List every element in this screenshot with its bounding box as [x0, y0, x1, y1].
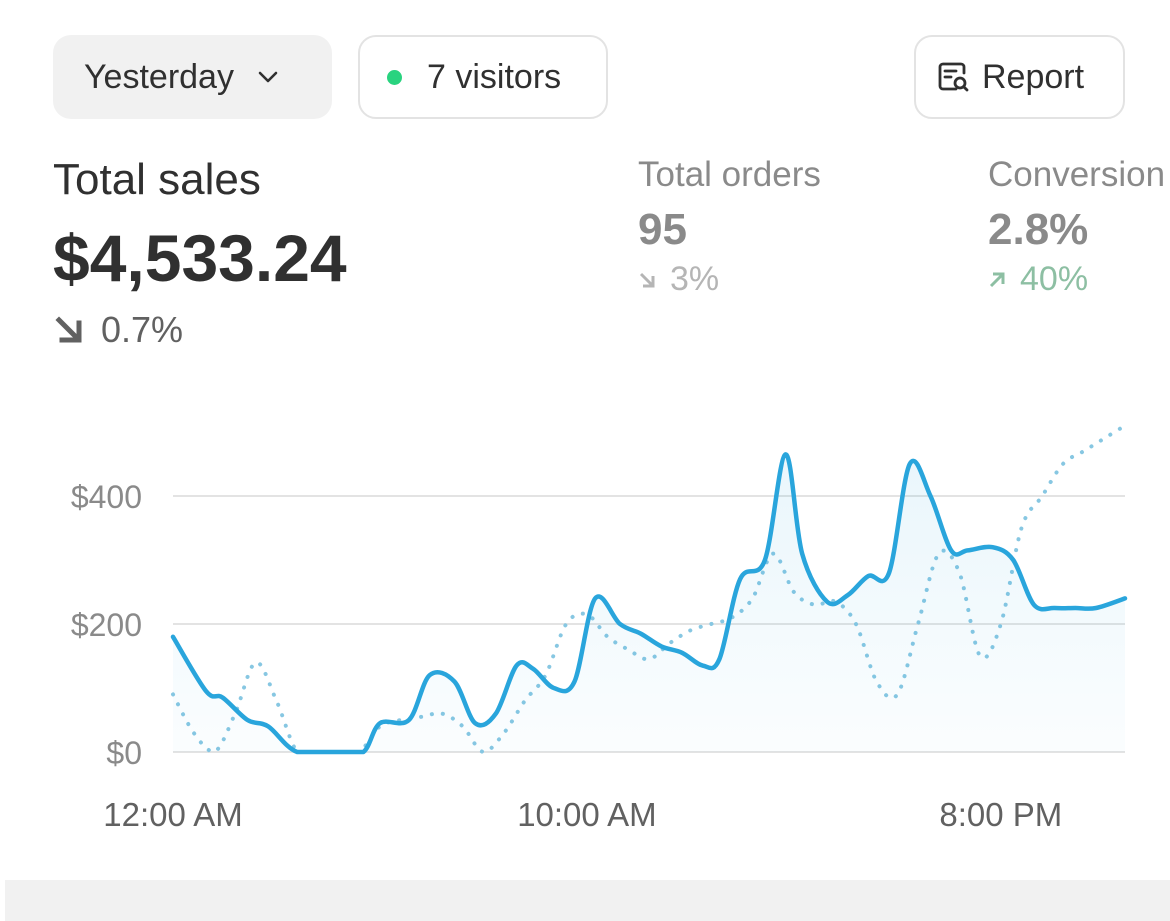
live-status-dot	[387, 69, 402, 85]
arrow-up-right-icon	[989, 272, 1005, 287]
y-tick-label: $0	[106, 735, 142, 771]
chevron-down-icon	[258, 71, 278, 83]
total-sales-change-value: 0.7%	[101, 309, 184, 350]
y-tick-label: $200	[71, 607, 142, 643]
x-tick-label: 8:00 PM	[939, 796, 1062, 833]
conversion-change-value: 40%	[1020, 260, 1089, 298]
visitors-label: 7 visitors	[427, 57, 562, 96]
report-button[interactable]: Report	[914, 35, 1125, 119]
total-orders-value: 95	[638, 205, 687, 254]
current-period-line[interactable]	[170, 452, 1128, 755]
total-orders-label: Total orders	[638, 155, 821, 194]
date-range-button[interactable]: Yesterday	[53, 35, 332, 119]
conversion-change: 40%	[988, 260, 1088, 299]
report-label: Report	[982, 57, 1085, 96]
total-orders-change-value: 3%	[670, 260, 720, 298]
x-tick-label: 10:00 AM	[517, 796, 656, 833]
bottom-panel	[5, 880, 1170, 921]
x-tick-label: 12:00 AM	[103, 796, 242, 833]
total-sales-value: $4,533.24	[53, 221, 347, 295]
conversion-label: Conversion	[988, 155, 1166, 194]
y-tick-label: $400	[71, 479, 142, 515]
total-sales-label: Total sales	[53, 155, 261, 204]
live-visitors-button[interactable]: 7 visitors	[358, 35, 608, 119]
sales-line-chart[interactable]: $0 $200 $400 12:00 AM 10:00 AM 8:00 PM	[0, 400, 1170, 850]
total-orders-change: 3%	[638, 260, 719, 299]
total-sales-change: 0.7%	[53, 309, 183, 351]
conversion-value: 2.8%	[988, 205, 1089, 254]
date-range-label: Yesterday	[84, 57, 234, 96]
arrow-down-right-icon	[639, 272, 655, 287]
report-search-icon	[938, 62, 969, 92]
arrow-down-right-icon	[55, 316, 82, 343]
current-period-area	[173, 454, 1125, 752]
